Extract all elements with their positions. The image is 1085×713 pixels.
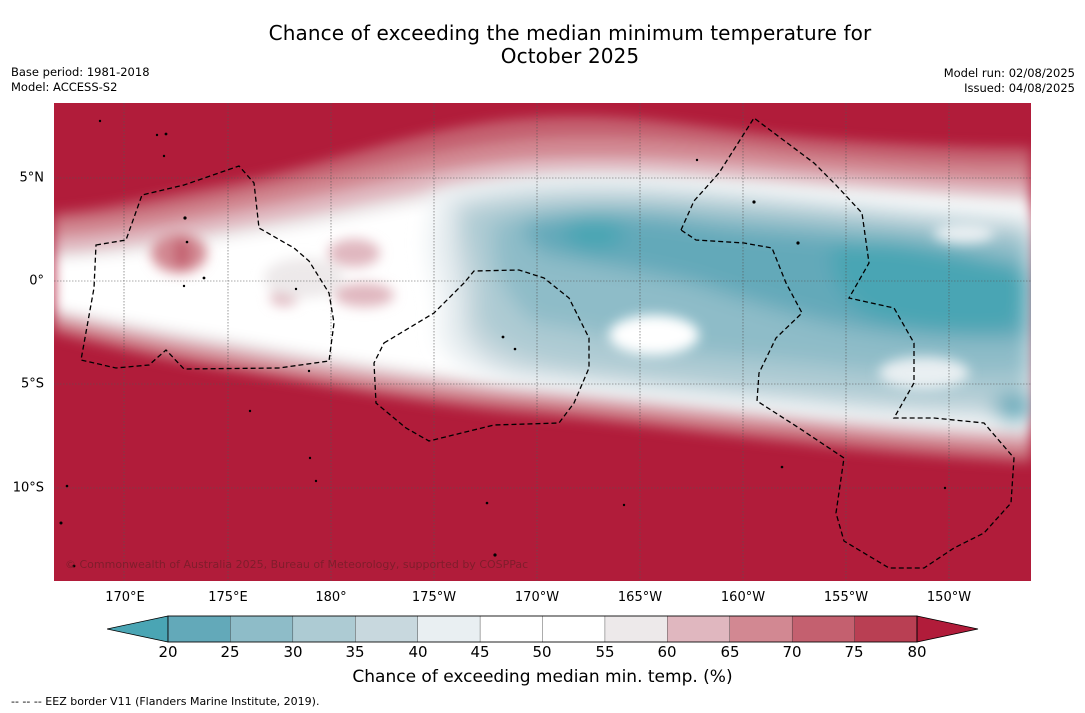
colorbar-cell [292,615,356,643]
islands [59,119,947,568]
graticule [54,103,1031,581]
colorbar-frame [167,615,918,643]
x-tick-160w: 160°W [720,590,766,605]
cool-under [831,240,1026,332]
y-tick-0: 0° [29,273,44,289]
cbar-tick-70: 70 [782,643,802,661]
hole-150w [879,357,969,389]
colorbar-cell [417,615,481,643]
y-tick-5n: 5°N [19,170,45,186]
colorbar-cell [791,615,856,643]
cbar-tick-65: 65 [720,643,740,661]
patch-60-south [334,283,394,307]
cbar-tick-45: 45 [470,643,490,661]
colorbar-cell [667,615,731,643]
cbar-tick-40: 40 [408,643,428,661]
forecast-map [54,103,1031,581]
hole-165w [609,315,699,355]
patch-75-core [174,237,190,269]
x-tick-170w: 170°W [514,590,560,605]
eez-borders [80,117,1015,569]
issued-date: Issued: 04/08/2025 [964,81,1075,95]
y-tick-5s: 5°S [20,376,44,392]
x-tick-170e: 170°E [105,590,145,605]
cbar-tick-60: 60 [657,643,677,661]
cool-spot-east [994,394,1031,422]
colorbar-cells [167,615,918,643]
eez-tuvalu [80,165,335,370]
cbar-tick-30: 30 [283,643,303,661]
model-name: Model: ACCESS-S2 [11,80,118,94]
eez-kiribati-line [680,117,1015,569]
colorbar-cell [854,615,918,643]
colorbar-cell [230,615,294,643]
meta-left: Base period: 1981-2018 Model: ACCESS-S2 [11,65,150,95]
x-tick-165w: 165°W [617,590,663,605]
title-line-2: October 2025 [500,44,640,68]
cbar-tick-50: 50 [532,643,552,661]
x-tick-175w: 175°W [411,590,457,605]
cbar-tick-35: 35 [345,643,365,661]
colorbar-cell [604,615,668,643]
model-run: Model run: 02/08/2025 [943,66,1075,80]
colorbar-cell [479,615,543,643]
eez-legend-note: -- -- -- EEZ border V11 (Flanders Marine… [11,695,320,708]
x-tick-155w: 155°W [823,590,869,605]
colorbar-over-arrow [916,615,979,643]
x-tick-175e: 175°E [208,590,248,605]
title-line-1: Chance of exceeding the median minimum t… [268,21,872,45]
cbar-tick-55: 55 [595,643,615,661]
colorbar-label: Chance of exceeding median min. temp. (%… [352,667,733,687]
colorbar-cell [542,615,606,643]
colorbar [107,615,979,643]
y-tick-10s: 10°S [12,480,44,496]
x-tick-180: 180° [315,590,347,605]
cbar-tick-80: 80 [907,643,927,661]
warm-patches [151,233,394,307]
hole-north-east [934,223,994,243]
chart-title: Chance of exceeding the median minimum t… [0,22,1085,68]
patch-65-mid [328,239,380,267]
copyright-credit: © Commonwealth of Australia 2025, Bureau… [65,558,529,571]
eez-tokelau [373,269,590,442]
colorbar-cell [167,615,231,643]
meta-right: Model run: 02/08/2025 Issued: 04/08/2025 [944,66,1075,96]
x-tick-150w: 150°W [926,590,972,605]
warm-holes [609,223,994,389]
cbar-tick-75: 75 [844,643,864,661]
colorbar-cell [355,615,419,643]
cool-spot-north [564,215,624,251]
cbar-tick-25: 25 [220,643,240,661]
colorbar-under-arrow [107,615,169,643]
colorbar-cell [729,615,793,643]
base-period: Base period: 1981-2018 [11,65,150,79]
cbar-tick-20: 20 [158,643,178,661]
patch-60-east [264,258,344,298]
